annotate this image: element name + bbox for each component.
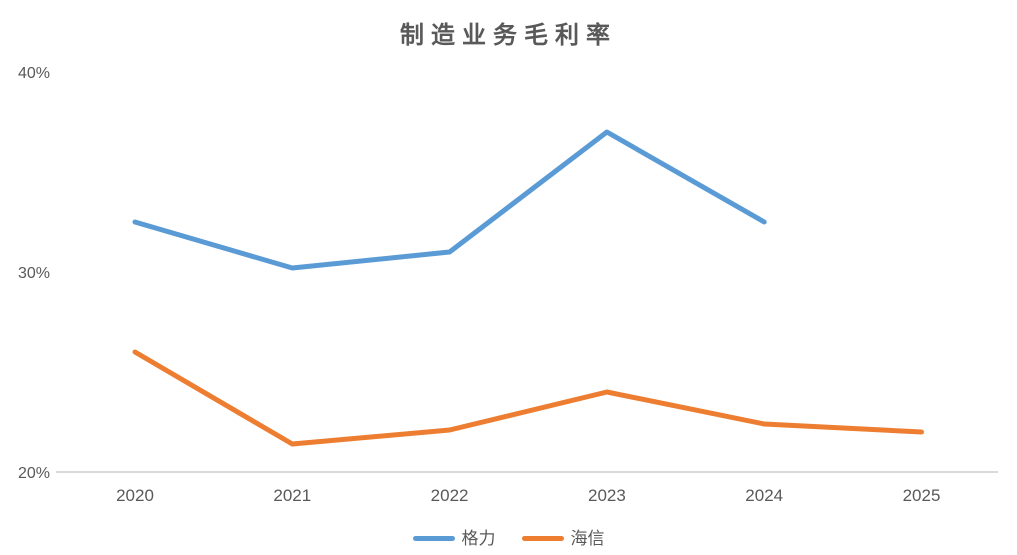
x-axis-tick-label: 2025 (903, 486, 941, 505)
x-axis-tick-label: 2021 (273, 486, 311, 505)
chart-legend: 格力 海信 (0, 526, 1017, 550)
legend-label-hisense: 海信 (570, 528, 605, 548)
legend-item-hisense: 海信 (521, 528, 605, 548)
y-axis-tick-label: 20% (18, 465, 50, 482)
x-axis-tick-label: 2022 (431, 486, 469, 505)
legend-swatch-gree (412, 535, 455, 541)
x-axis-tick-label: 2024 (745, 486, 783, 505)
series-line-gree (132, 129, 767, 271)
legend-label-gree: 格力 (461, 528, 496, 548)
y-axis-tick-label: 30% (18, 265, 50, 282)
series-line-hisense (132, 349, 924, 447)
x-axis-tick-label: 2023 (588, 486, 626, 505)
legend-swatch-hisense (521, 535, 564, 541)
chart-title: 制造业务毛利率 (400, 22, 617, 49)
y-axis-tick-label: 40% (18, 65, 50, 82)
legend-item-gree: 格力 (412, 528, 496, 548)
x-axis-tick-label: 2020 (116, 486, 154, 505)
